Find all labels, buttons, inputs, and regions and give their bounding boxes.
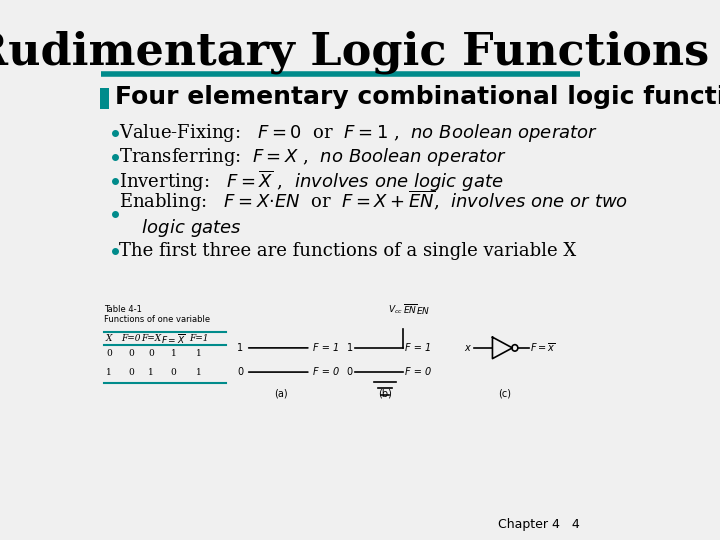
Text: (a): (a): [274, 389, 287, 399]
Text: 1: 1: [196, 368, 202, 376]
Text: 0: 0: [128, 349, 134, 358]
Text: 0: 0: [238, 367, 243, 377]
Text: Inverting:   $F = \overline{X}$ ,  $\mathit{involves\ one\ logic\ gate}$: Inverting: $F = \overline{X}$ , $\mathit…: [119, 168, 503, 194]
Text: F=0: F=0: [122, 334, 141, 343]
Text: $V_{cc}$: $V_{cc}$: [388, 303, 403, 316]
Text: (c): (c): [498, 389, 511, 399]
Text: Chapter 4   4: Chapter 4 4: [498, 517, 580, 531]
Text: Table 4-1
Functions of one variable: Table 4-1 Functions of one variable: [104, 305, 210, 325]
Text: Rudimentary Logic Functions: Rudimentary Logic Functions: [0, 31, 710, 75]
Text: 1: 1: [106, 368, 112, 376]
Text: 0: 0: [128, 368, 134, 376]
Text: 0: 0: [106, 349, 112, 358]
Text: 1: 1: [347, 343, 353, 353]
Text: $F = \overline{x}$: $F = \overline{x}$: [530, 341, 555, 354]
Text: The first three are functions of a single variable X: The first three are functions of a singl…: [119, 242, 576, 260]
Text: 1: 1: [196, 349, 202, 358]
Text: Value-Fixing:   $F = 0$  or  $F = 1$ ,  $\mathit{no\ Boolean\ operator}$: Value-Fixing: $F = 0$ or $F = 1$ , $\mat…: [119, 122, 598, 144]
Text: F = 0: F = 0: [313, 367, 339, 377]
Text: F = 1: F = 1: [313, 343, 339, 353]
Text: F = 1: F = 1: [405, 343, 431, 353]
Text: $x$: $x$: [464, 343, 472, 353]
FancyBboxPatch shape: [101, 89, 109, 109]
Text: 1: 1: [148, 368, 154, 376]
Text: F=X: F=X: [141, 334, 161, 343]
Text: X: X: [106, 334, 112, 343]
Text: Enabling:   $F = X{\cdot}EN$  or  $F = X + \overline{EN}$,  $\mathit{involves\ o: Enabling: $F = X{\cdot}EN$ or $F = X + \…: [119, 188, 628, 239]
Text: Four elementary combinational logic functions: Four elementary combinational logic func…: [115, 85, 720, 109]
Text: F = 0: F = 0: [405, 367, 431, 377]
Text: Transferring:  $F = X$ ,  $\mathit{no\ Boolean\ operator}$: Transferring: $F = X$ , $\mathit{no\ Boo…: [119, 146, 507, 168]
Text: 0: 0: [148, 349, 154, 358]
Text: 0: 0: [171, 368, 176, 376]
Text: $F=\overline{X}$: $F=\overline{X}$: [161, 332, 186, 346]
Text: (b): (b): [379, 389, 392, 399]
Text: F=1: F=1: [189, 334, 208, 343]
Text: 0: 0: [347, 367, 353, 377]
Text: 1: 1: [238, 343, 243, 353]
Text: 1: 1: [171, 349, 176, 358]
Text: $EN$: $EN$: [415, 305, 430, 316]
Text: $\overline{EN}$: $\overline{EN}$: [403, 302, 418, 316]
